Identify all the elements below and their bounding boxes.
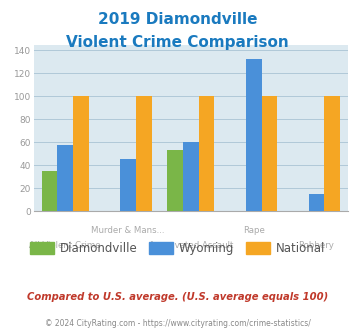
Bar <box>167 150 183 211</box>
Text: 2019 Diamondville: 2019 Diamondville <box>98 12 257 26</box>
Bar <box>308 194 324 211</box>
Bar <box>262 96 277 211</box>
Bar <box>57 145 73 211</box>
Text: Murder & Mans...: Murder & Mans... <box>91 226 165 235</box>
Bar <box>136 96 152 211</box>
Bar <box>199 96 214 211</box>
Bar <box>42 171 57 211</box>
Bar <box>183 142 199 211</box>
Text: Robbery: Robbery <box>299 241 334 250</box>
Text: Violent Crime Comparison: Violent Crime Comparison <box>66 35 289 50</box>
Bar <box>246 59 262 211</box>
Text: All Violent Crime: All Violent Crime <box>29 241 101 250</box>
Legend: Diamondville, Wyoming, National: Diamondville, Wyoming, National <box>26 237 329 260</box>
Bar <box>324 96 340 211</box>
Bar <box>120 159 136 211</box>
Text: Compared to U.S. average. (U.S. average equals 100): Compared to U.S. average. (U.S. average … <box>27 292 328 302</box>
Bar <box>73 96 89 211</box>
Text: © 2024 CityRating.com - https://www.cityrating.com/crime-statistics/: © 2024 CityRating.com - https://www.city… <box>45 319 310 328</box>
Text: Rape: Rape <box>243 226 264 235</box>
Text: Aggravated Assault: Aggravated Assault <box>149 241 233 250</box>
